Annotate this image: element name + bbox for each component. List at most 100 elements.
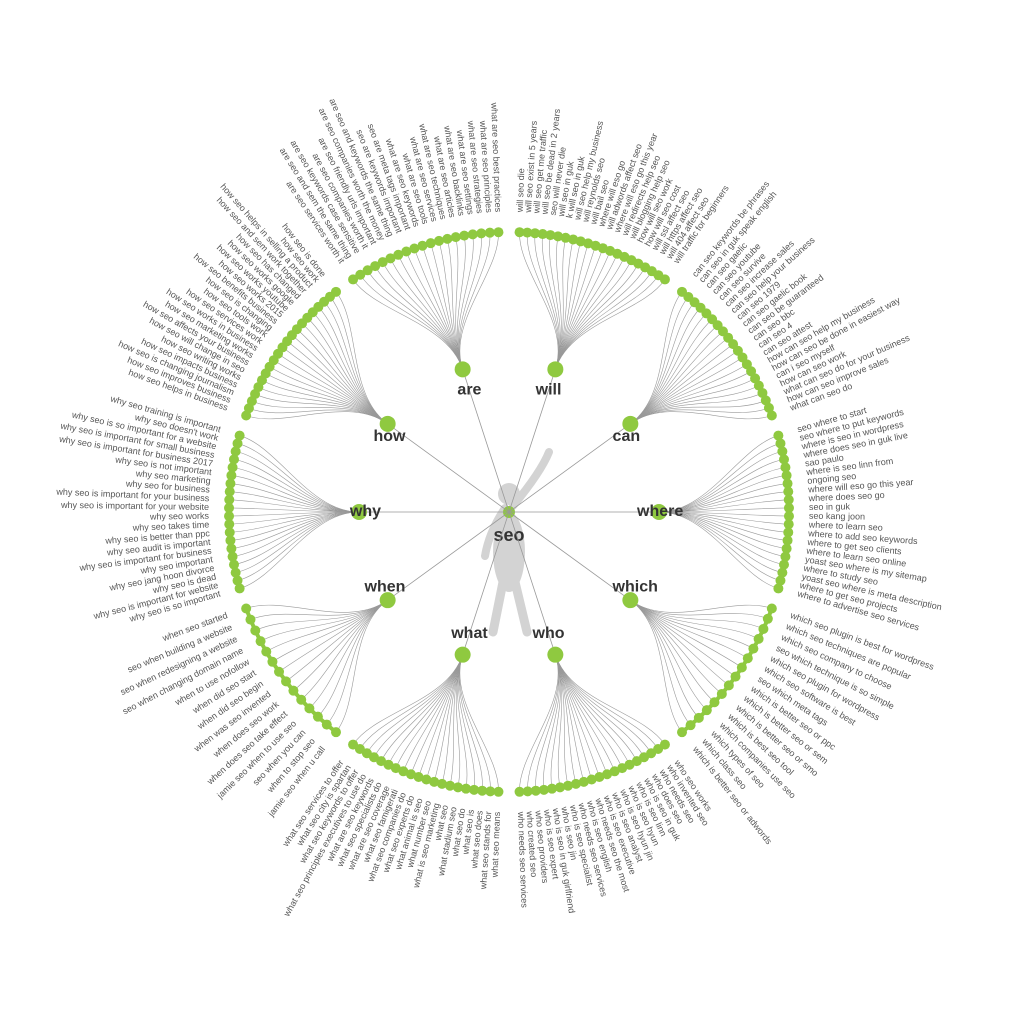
- leaf-curve: [555, 246, 595, 370]
- branch-label: will: [535, 381, 562, 398]
- leaf-curve: [630, 292, 682, 424]
- leaf-curve: [282, 347, 387, 423]
- leaf-curve: [520, 655, 559, 792]
- leaf-curve: [353, 655, 463, 745]
- leaf-curve: [422, 246, 462, 370]
- leaf-dot: [331, 287, 341, 297]
- branch-label: are: [457, 381, 481, 398]
- leaf-dot: [709, 697, 719, 707]
- leaf-curve: [555, 655, 658, 749]
- leaf-dot: [267, 657, 277, 667]
- leaf-dot: [717, 689, 727, 699]
- leaf-curve: [367, 655, 463, 754]
- leaf-curve: [236, 512, 359, 573]
- leaf-dot: [288, 686, 298, 696]
- leaf-curve: [266, 600, 387, 651]
- leaf-curve: [535, 233, 559, 369]
- leaf-dot: [731, 672, 741, 682]
- center-label: seo: [493, 525, 524, 545]
- leaf-dot: [748, 644, 758, 654]
- leaf-dot: [250, 625, 260, 635]
- leaf-label: why seo works: [149, 511, 210, 522]
- leaf-curve: [630, 600, 735, 676]
- branch-label: how: [373, 428, 406, 445]
- leaf-curve: [266, 373, 388, 423]
- branch-label: where: [636, 503, 683, 520]
- leaf-dot: [702, 705, 712, 715]
- branch-label: when: [364, 578, 406, 595]
- leaf-dot: [434, 236, 444, 246]
- leaf-dot: [348, 740, 358, 750]
- leaf-curve: [659, 512, 778, 588]
- spoke: [388, 424, 509, 512]
- leaf-dot: [256, 636, 266, 646]
- branch-dot: [455, 647, 471, 663]
- leaf-dot: [451, 232, 461, 242]
- leaf-curve: [240, 512, 359, 588]
- leaf-curve: [459, 233, 490, 370]
- leaf-dot: [724, 680, 734, 690]
- leaf-curve: [659, 436, 778, 512]
- leaf-curve: [555, 260, 631, 369]
- leaf-curve: [458, 234, 473, 369]
- leaf-dot: [468, 229, 478, 239]
- leaf-curve: [630, 600, 682, 732]
- leaf-curve: [360, 655, 463, 749]
- leaf-curve: [630, 600, 690, 725]
- leaf-dot: [485, 228, 495, 238]
- leaf-dot: [493, 227, 503, 237]
- branch-label: which: [612, 578, 658, 595]
- leaf-dot: [261, 647, 271, 657]
- leaf-curve: [330, 297, 388, 424]
- branch-dot: [455, 361, 471, 377]
- leaf-dot: [296, 695, 306, 705]
- leaf-dot: [754, 634, 764, 644]
- leaf-curve: [630, 600, 706, 710]
- leaf-curve: [233, 467, 359, 512]
- branch-label: what: [450, 625, 488, 642]
- leaf-dot: [313, 712, 323, 722]
- leaf-dot: [758, 624, 768, 634]
- leaf-dot: [304, 703, 314, 713]
- leaf-dot: [459, 231, 469, 241]
- leaf-dot: [476, 228, 486, 238]
- leaf-curve: [230, 512, 359, 540]
- leaf-curve: [630, 308, 700, 424]
- leaf-dot: [743, 653, 753, 663]
- branch-label: can: [613, 428, 641, 445]
- leaf-curve: [630, 600, 714, 702]
- leaf-dot: [763, 614, 773, 624]
- leaf-curve: [630, 371, 751, 424]
- leaf-curve: [353, 279, 463, 369]
- leaf-dot: [274, 667, 284, 677]
- leaf-dot: [686, 720, 696, 730]
- leaf-dot: [281, 676, 291, 686]
- leaf-curve: [327, 600, 388, 724]
- leaf-dot: [737, 663, 747, 673]
- leaf-curve: [555, 655, 651, 754]
- leaf-dot: [241, 604, 251, 614]
- leaf-dot: [515, 787, 525, 797]
- leaf-curve: [520, 232, 559, 369]
- branch-label: who: [532, 625, 565, 642]
- radial-mindmap: seoare seo services worth itare seo and …: [0, 0, 1018, 1024]
- leaf-curve: [240, 436, 359, 512]
- leaf-curve: [659, 512, 782, 573]
- leaf-curve: [555, 267, 645, 369]
- leaf-curve: [230, 484, 359, 512]
- leaf-dot: [235, 431, 245, 441]
- leaf-dot: [331, 727, 341, 737]
- branch-dot: [547, 647, 563, 663]
- leaf-dot: [677, 727, 687, 737]
- leaf-dot: [442, 234, 452, 244]
- leaf-curve: [460, 655, 499, 792]
- leaf-curve: [630, 325, 717, 424]
- leaf-curve: [307, 318, 387, 424]
- spoke: [388, 512, 509, 600]
- leaf-dot: [322, 720, 332, 730]
- branch-label: why: [349, 503, 381, 520]
- leaf-curve: [555, 655, 665, 745]
- leaf-curve: [233, 512, 359, 557]
- leaf-dot: [245, 615, 255, 625]
- leaf-dot: [767, 604, 777, 614]
